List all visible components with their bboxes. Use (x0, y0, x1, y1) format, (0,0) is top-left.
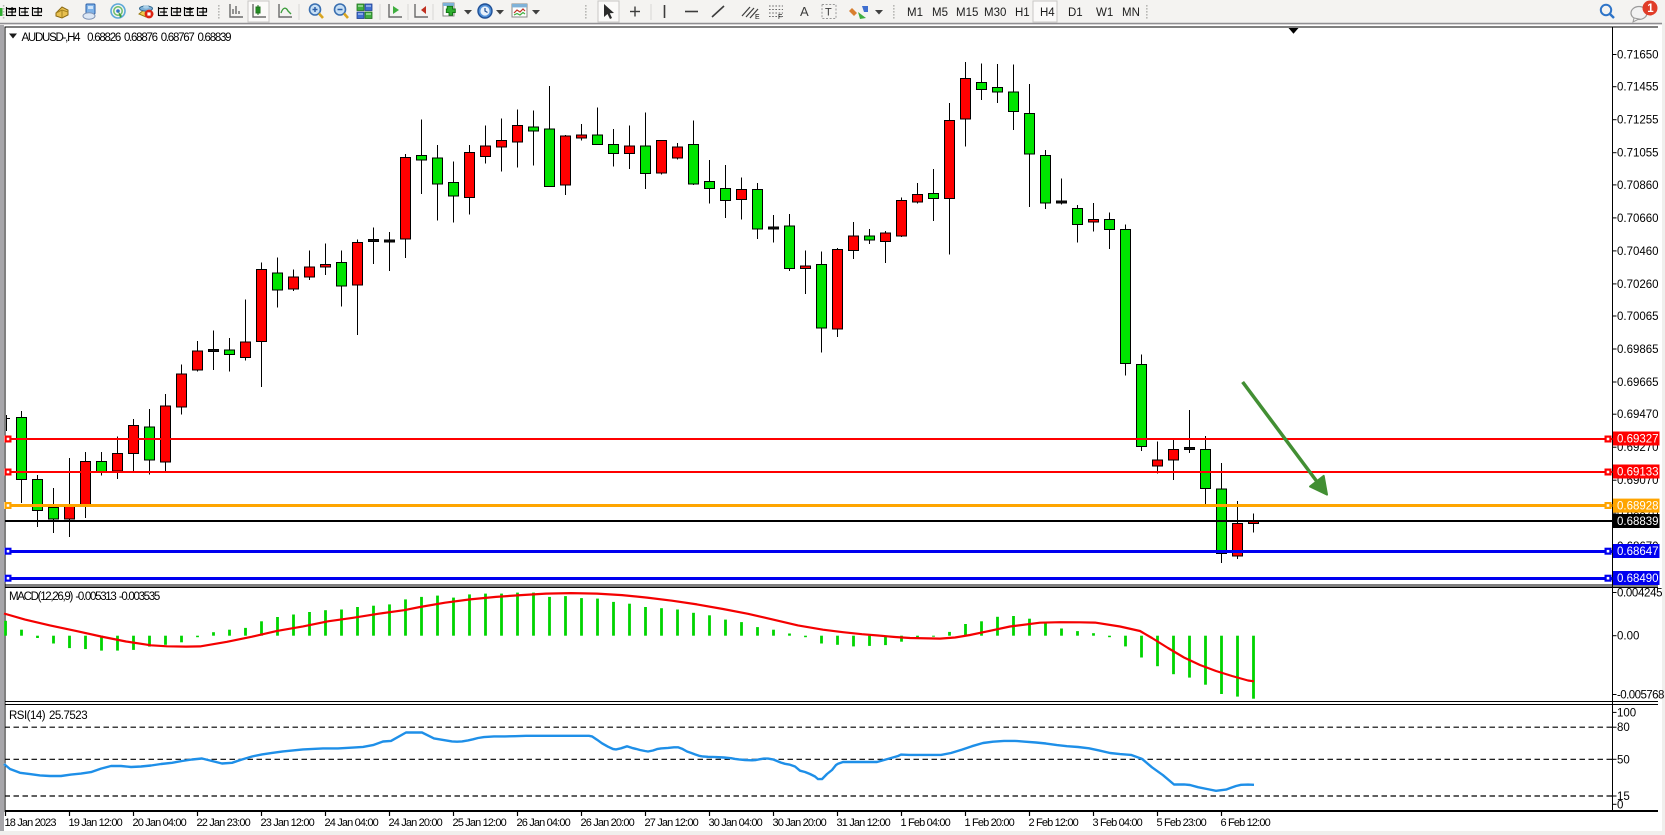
svg-text:0.68928: 0.68928 (1617, 501, 1659, 513)
svg-text:0.68647: 0.68647 (1617, 546, 1659, 558)
svg-text:1 Feb 04:00: 1 Feb 04:00 (901, 817, 951, 829)
svg-text:0.69470: 0.69470 (1617, 409, 1659, 421)
svg-text:0: 0 (1617, 799, 1623, 811)
svg-text:H1: H1 (1015, 7, 1030, 19)
svg-text:2 Feb 12:00: 2 Feb 12:00 (1029, 817, 1079, 829)
svg-text:25 Jan 12:00: 25 Jan 12:00 (453, 817, 507, 829)
svg-text:18 Jan 2023: 18 Jan 2023 (5, 817, 57, 829)
svg-text:RSI(14) 25.7523: RSI(14) 25.7523 (9, 710, 87, 722)
svg-text:0.71650: 0.71650 (1617, 50, 1659, 62)
svg-text:20 Jan 04:00: 20 Jan 04:00 (133, 817, 187, 829)
svg-text:0.004245: 0.004245 (1617, 588, 1662, 600)
svg-text:0.00: 0.00 (1617, 631, 1639, 643)
svg-text:0.70065: 0.70065 (1617, 311, 1659, 323)
svg-text:19 Jan 12:00: 19 Jan 12:00 (69, 817, 123, 829)
svg-text:27 Jan 12:00: 27 Jan 12:00 (645, 817, 699, 829)
svg-text:MACD(12,26,9) -0.005313 -0.003: MACD(12,26,9) -0.005313 -0.003535 (9, 591, 160, 603)
svg-text:E: E (755, 14, 760, 21)
svg-text:15: 15 (1617, 791, 1630, 803)
svg-text:0.70860: 0.70860 (1617, 180, 1659, 192)
svg-text:AUDUSD-,H4 0.68826 0.68876 0.: AUDUSD-,H4 0.68826 0.68876 0.68767 0.688… (22, 32, 232, 44)
svg-text:M1: M1 (907, 7, 923, 19)
svg-text:3 Feb 04:00: 3 Feb 04:00 (1093, 817, 1143, 829)
svg-text:M15: M15 (956, 7, 978, 19)
svg-text:H4: H4 (1040, 7, 1055, 19)
svg-text:50: 50 (1617, 754, 1630, 766)
svg-text:26 Jan 20:00: 26 Jan 20:00 (581, 817, 635, 829)
svg-text:0.68490: 0.68490 (1617, 573, 1659, 585)
svg-text:0.70260: 0.70260 (1617, 279, 1659, 291)
svg-text:1 Feb 20:00: 1 Feb 20:00 (965, 817, 1015, 829)
svg-text:F: F (778, 14, 782, 21)
svg-text:24 Jan 04:00: 24 Jan 04:00 (325, 817, 379, 829)
svg-text:D1: D1 (1068, 7, 1083, 19)
svg-text:5 Feb 23:00: 5 Feb 23:00 (1157, 817, 1207, 829)
svg-text:0.70460: 0.70460 (1617, 246, 1659, 258)
svg-text:0.71255: 0.71255 (1617, 115, 1659, 127)
svg-text:0.71055: 0.71055 (1617, 148, 1659, 160)
svg-text:A: A (800, 4, 809, 19)
svg-text:0.69327: 0.69327 (1617, 434, 1659, 446)
svg-text:T: T (825, 7, 832, 19)
svg-text:0.69133: 0.69133 (1617, 467, 1659, 479)
svg-text:1: 1 (1647, 3, 1654, 15)
svg-text:0.69665: 0.69665 (1617, 377, 1659, 389)
svg-text:MN: MN (1122, 7, 1140, 19)
svg-text:26 Jan 04:00: 26 Jan 04:00 (517, 817, 571, 829)
svg-text:-0.005768: -0.005768 (1617, 690, 1664, 702)
svg-text:30 Jan 04:00: 30 Jan 04:00 (709, 817, 763, 829)
svg-text:0.69865: 0.69865 (1617, 344, 1659, 356)
svg-text:22 Jan 23:00: 22 Jan 23:00 (197, 817, 251, 829)
svg-text:80: 80 (1617, 722, 1630, 734)
svg-text:6 Feb 12:00: 6 Feb 12:00 (1221, 817, 1271, 829)
svg-text:0.68839: 0.68839 (1617, 516, 1659, 528)
svg-text:0.70660: 0.70660 (1617, 213, 1659, 225)
svg-text:M30: M30 (984, 7, 1006, 19)
svg-text:W1: W1 (1096, 7, 1113, 19)
svg-text:M5: M5 (932, 7, 948, 19)
svg-text:100: 100 (1617, 707, 1636, 719)
svg-text:30 Jan 20:00: 30 Jan 20:00 (773, 817, 827, 829)
svg-text:0.71455: 0.71455 (1617, 82, 1659, 94)
svg-text:31 Jan 12:00: 31 Jan 12:00 (837, 817, 891, 829)
svg-text:24 Jan 20:00: 24 Jan 20:00 (389, 817, 443, 829)
svg-text:23 Jan 12:00: 23 Jan 12:00 (261, 817, 315, 829)
